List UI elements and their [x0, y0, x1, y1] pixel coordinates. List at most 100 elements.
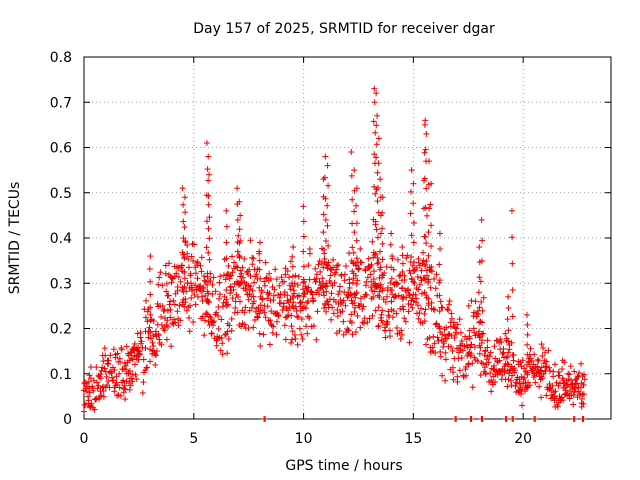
data-point: [374, 198, 381, 205]
data-point: [320, 229, 327, 236]
data-point: [250, 255, 257, 262]
data-point: [440, 343, 447, 350]
data-point: [420, 249, 427, 256]
data-point: [399, 260, 406, 267]
data-point: [246, 266, 253, 273]
data-point: [316, 291, 323, 298]
data-point: [386, 327, 393, 334]
data-point: [320, 289, 327, 296]
data-point: [163, 288, 170, 295]
data-point: [116, 370, 123, 377]
data-point: [171, 301, 178, 308]
data-point: [476, 274, 483, 281]
data-point: [505, 327, 512, 334]
data-point: [374, 169, 381, 176]
data-point: [370, 276, 377, 283]
data-point: [476, 334, 483, 341]
data-point: [198, 254, 205, 261]
data-point: [571, 416, 578, 422]
data-point: [321, 174, 328, 181]
data-point: [109, 374, 116, 381]
data-point: [373, 90, 380, 97]
x-tick-label: 20: [514, 431, 532, 447]
data-point: [377, 176, 384, 183]
data-point: [101, 345, 108, 352]
data-point: [153, 347, 160, 354]
data-point: [379, 240, 386, 247]
data-point: [150, 318, 157, 325]
data-point: [323, 308, 330, 315]
data-point: [203, 310, 210, 317]
data-point: [353, 202, 360, 209]
data-point: [408, 275, 415, 282]
data-point: [216, 291, 223, 298]
data-point: [234, 309, 241, 316]
data-point: [201, 273, 208, 280]
data-point: [570, 392, 577, 399]
data-point: [249, 261, 256, 268]
data-point: [405, 308, 412, 315]
data-point: [508, 382, 515, 389]
data-point: [289, 293, 296, 300]
data-point: [145, 334, 152, 341]
data-point: [421, 175, 428, 182]
data-point: [423, 292, 430, 299]
data-point: [329, 304, 336, 311]
data-point: [86, 372, 93, 379]
data-point: [320, 211, 327, 218]
data-point: [205, 201, 212, 208]
data-point: [80, 408, 87, 415]
data-point: [144, 318, 151, 325]
data-point: [453, 416, 460, 422]
data-point: [351, 208, 358, 215]
data-point: [229, 269, 236, 276]
data-point: [267, 275, 274, 282]
data-point: [213, 309, 220, 316]
data-point: [205, 249, 212, 256]
data-point: [219, 340, 226, 347]
data-point: [546, 367, 553, 374]
data-point: [113, 373, 120, 380]
data-point: [523, 361, 530, 368]
data-point: [379, 307, 386, 314]
data-point: [571, 368, 578, 375]
data-point: [580, 391, 587, 398]
data-point: [504, 383, 511, 390]
data-point: [205, 299, 212, 306]
data-point: [560, 397, 567, 404]
data-point: [320, 282, 327, 289]
data-point: [459, 347, 466, 354]
data-point: [476, 259, 483, 266]
data-point: [167, 298, 174, 305]
data-point: [401, 315, 408, 322]
data-point: [425, 276, 432, 283]
data-point: [443, 335, 450, 342]
data-point: [437, 353, 444, 360]
data-point: [555, 368, 562, 375]
data-point: [423, 240, 430, 247]
data-point: [482, 371, 489, 378]
data-point: [388, 275, 395, 282]
data-point: [245, 296, 252, 303]
data-point: [377, 314, 384, 321]
data-point: [292, 335, 299, 342]
data-point: [256, 284, 263, 291]
data-point: [477, 372, 484, 379]
data-point: [476, 319, 483, 326]
data-point: [173, 270, 180, 277]
data-point: [296, 325, 303, 332]
data-point: [410, 239, 417, 246]
data-point: [318, 260, 325, 267]
data-point: [348, 172, 355, 179]
data-point: [289, 273, 296, 280]
data-point: [310, 297, 317, 304]
data-point: [155, 331, 162, 338]
data-point: [379, 287, 386, 294]
data-point: [520, 376, 527, 383]
data-point: [121, 360, 128, 367]
data-point: [413, 264, 420, 271]
data-point: [289, 336, 296, 343]
data-point: [276, 294, 283, 301]
data-point: [476, 350, 483, 357]
data-point: [526, 382, 533, 389]
